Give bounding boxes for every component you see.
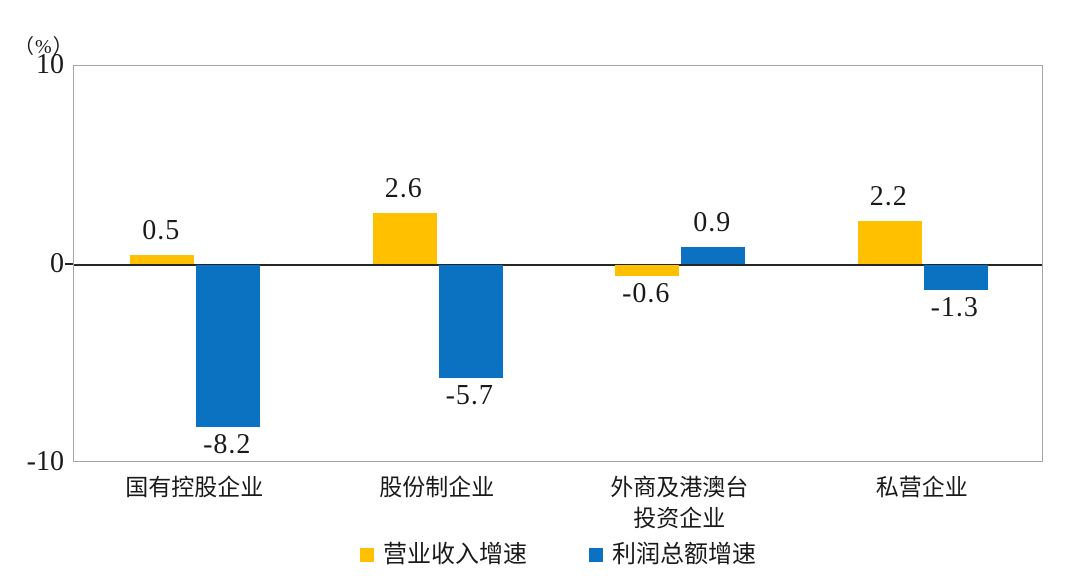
bar-series0-cat2	[615, 264, 680, 277]
category-label: 股份制企业	[379, 475, 495, 500]
y-tick-label: 0	[50, 247, 64, 279]
category-label: 私营企业	[875, 475, 968, 500]
legend-swatch-icon	[360, 548, 374, 562]
bar-series0-cat3	[857, 220, 922, 265]
bar-value-label: -5.7	[445, 379, 494, 411]
y-axis-unit-label: （%）	[14, 36, 74, 58]
bar-series1-cat1	[438, 264, 503, 378]
bar-value-label: -0.6	[622, 278, 671, 310]
bar-value-label: 2.2	[869, 180, 908, 212]
category-label: 外商及港澳台 投资企业	[610, 475, 749, 531]
bar-series1-cat3	[923, 264, 988, 291]
bar-value-label: 0.5	[142, 214, 181, 246]
bar-series1-cat2	[681, 246, 746, 265]
y-tick-label: -10	[26, 446, 64, 477]
bar-value-label: -1.3	[930, 292, 979, 324]
bar-series0-cat1	[372, 212, 437, 265]
bar-value-label: 2.6	[384, 172, 423, 204]
bar-series1-cat0	[196, 264, 261, 428]
bar-value-label: -8.2	[203, 429, 252, 461]
zero-baseline	[74, 263, 1042, 266]
bar-series0-cat0	[130, 254, 195, 265]
legend-label: 营业收入增速	[383, 542, 527, 568]
y-tick-label: 10	[36, 49, 64, 80]
y-axis-zero-tick	[65, 262, 73, 265]
category-label: 国有控股企业	[125, 475, 264, 500]
legend-label: 利润总额增速	[612, 542, 756, 568]
plot-area	[73, 65, 1043, 462]
legend-item-0: 营业收入增速	[360, 542, 527, 568]
legend-swatch-icon	[589, 548, 603, 562]
legend-item-1: 利润总额增速	[589, 542, 756, 568]
legend: 营业收入增速 利润总额增速	[73, 542, 1043, 568]
bar-value-label: 0.9	[693, 206, 732, 238]
